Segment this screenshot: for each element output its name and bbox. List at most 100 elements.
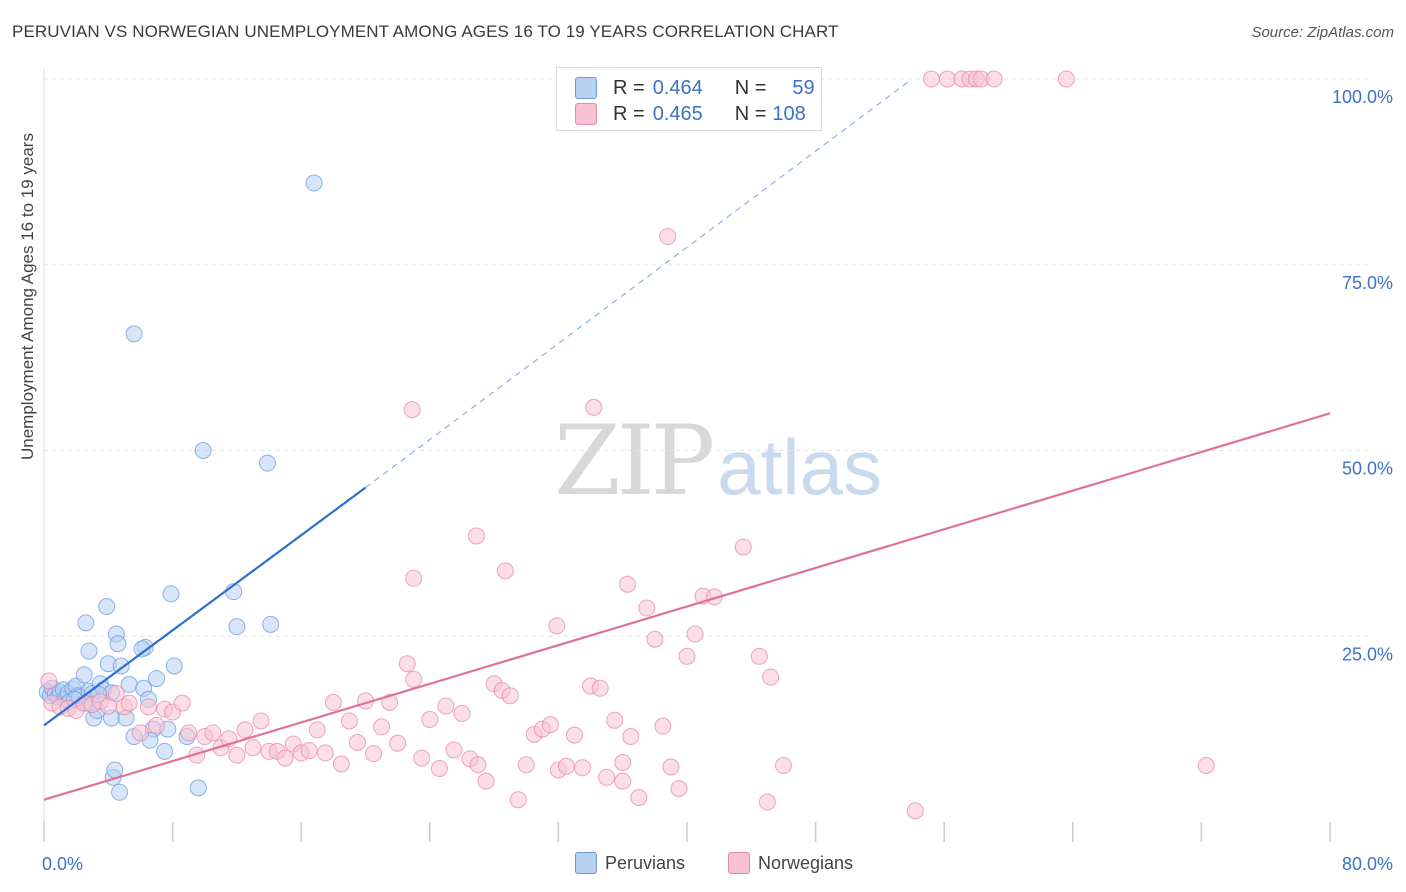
- r-value: 0.464: [652, 76, 703, 99]
- norwegian-point: [405, 670, 423, 688]
- x-tick-label: 80.0%: [1342, 854, 1393, 874]
- norwegian-point: [131, 724, 149, 742]
- norwegian-point: [244, 739, 262, 757]
- n-value: 59: [792, 76, 815, 99]
- peruvian-point: [109, 635, 127, 653]
- norwegian-point: [403, 401, 421, 419]
- stats-row-peruvians: R = 0.464 N = 59: [575, 74, 815, 102]
- norwegian-point: [467, 527, 485, 545]
- norwegian-point: [308, 721, 326, 739]
- norwegian-point: [659, 228, 677, 246]
- peruvian-point: [194, 442, 212, 459]
- norwegian-point: [430, 760, 448, 778]
- norwegian-point: [985, 70, 1003, 88]
- peruvian-point: [148, 670, 166, 688]
- norwegian-point: [574, 759, 592, 777]
- norwegian-point: [758, 793, 776, 811]
- legend-item-peruvians[interactable]: Peruvians: [575, 852, 685, 874]
- norwegian-point: [619, 575, 637, 593]
- norwegian-point: [622, 728, 640, 746]
- y-axis-label: Unemployment Among Ages 16 to 19 years: [18, 133, 37, 460]
- watermark-zip: ZIP: [554, 405, 715, 517]
- norwegian-point: [365, 745, 383, 763]
- peruvian-point: [133, 640, 151, 658]
- norwegian-point: [598, 768, 616, 786]
- norwegian-point: [340, 712, 358, 730]
- norwegian-point: [614, 754, 632, 772]
- norwegian-point: [300, 742, 318, 760]
- peruvians-swatch: [575, 852, 597, 874]
- norwegian-point: [565, 726, 583, 744]
- norwegian-point: [324, 693, 342, 711]
- n-label: N =: [734, 102, 767, 125]
- norwegian-point: [348, 733, 366, 751]
- norwegian-point: [646, 630, 664, 648]
- norwegian-point: [477, 772, 495, 790]
- norwegian-point: [398, 655, 416, 673]
- norwegian-point: [139, 698, 157, 716]
- peruvian-point: [189, 779, 207, 797]
- norwegian-point: [662, 758, 680, 776]
- y-tick-label: 25.0%: [1342, 644, 1393, 664]
- norwegian-point: [204, 724, 222, 742]
- norwegian-point: [496, 562, 514, 580]
- norwegian-point: [332, 755, 350, 773]
- norwegian-point: [501, 687, 519, 705]
- norwegian-point: [517, 756, 535, 774]
- r-value: 0.465: [652, 102, 703, 125]
- norwegian-point: [630, 788, 648, 806]
- chart-title: PERUVIAN VS NORWEGIAN UNEMPLOYMENT AMONG…: [12, 22, 839, 41]
- norwegian-point: [405, 569, 423, 587]
- norwegian-point: [670, 780, 688, 798]
- norwegians-swatch: [728, 852, 750, 874]
- norwegian-point: [120, 694, 138, 712]
- norwegian-point: [686, 625, 704, 643]
- peruvian-point: [98, 598, 116, 616]
- norwegian-point: [614, 772, 632, 790]
- norwegian-point: [774, 757, 792, 775]
- peruvians-trend-extension: [365, 78, 913, 489]
- norwegian-point: [236, 721, 254, 739]
- watermark-atlas: atlas: [717, 423, 882, 511]
- peruvians-trend-line: [43, 486, 367, 727]
- norwegian-point: [228, 746, 246, 764]
- norwegian-point: [180, 724, 198, 742]
- source-label: Source: ZipAtlas.com: [1251, 24, 1394, 41]
- y-tick-label: 50.0%: [1342, 459, 1393, 479]
- norwegian-point: [148, 716, 166, 734]
- peruvian-point: [111, 783, 129, 801]
- norwegian-point: [654, 717, 672, 735]
- norwegian-point: [421, 710, 439, 728]
- peruvian-point: [80, 642, 98, 660]
- norwegian-point: [606, 711, 624, 729]
- norwegian-point: [585, 398, 603, 416]
- watermark: ZIPatlas: [554, 405, 882, 517]
- norwegian-point: [938, 70, 956, 88]
- norwegian-point: [173, 694, 191, 712]
- peruvian-point: [162, 585, 180, 603]
- norwegian-point: [509, 791, 527, 809]
- n-value: 108: [772, 102, 806, 125]
- r-label: R =: [613, 76, 645, 99]
- peruvian-point: [258, 454, 276, 472]
- norwegian-point: [734, 538, 752, 556]
- legend-label: Norwegians: [758, 852, 854, 873]
- peruvian-point: [75, 666, 93, 684]
- stats-row-norwegians: R = 0.465 N = 108: [575, 100, 806, 128]
- legend-item-norwegians[interactable]: Norwegians: [728, 852, 853, 874]
- norwegian-point: [906, 802, 924, 820]
- norwegian-point: [548, 617, 566, 635]
- norwegians-trend-line: [43, 412, 1331, 801]
- norwegian-point: [276, 749, 294, 767]
- norwegian-point: [437, 697, 455, 715]
- norwegian-point: [107, 684, 125, 702]
- norwegian-point: [40, 672, 58, 690]
- norwegian-point: [389, 734, 407, 752]
- peruvian-point: [305, 174, 323, 192]
- y-tick-label: 75.0%: [1342, 273, 1393, 293]
- norwegian-point: [750, 647, 768, 665]
- norwegian-point: [678, 647, 696, 665]
- y-tick-label: 100.0%: [1332, 87, 1393, 107]
- norwegian-point: [1057, 70, 1075, 88]
